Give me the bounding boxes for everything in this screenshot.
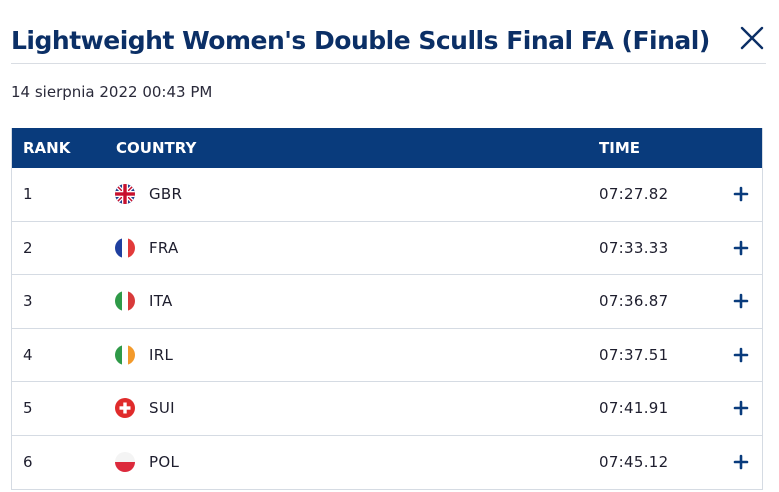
expand-row-button[interactable] (731, 238, 751, 258)
table-row[interactable]: 6 POL 07:45.12 (12, 436, 762, 490)
table-row[interactable]: 1 GBR 07:27.82 (12, 168, 762, 222)
modal-header: Lightweight Women's Double Sculls Final … (11, 22, 766, 64)
table-row[interactable]: 4 IRL 07:37.51 (12, 329, 762, 382)
expand-row-button[interactable] (731, 291, 751, 311)
rank-cell: 2 (23, 238, 33, 257)
gbr-flag-icon (115, 184, 135, 205)
time-cell: 07:41.91 (599, 399, 669, 418)
pol-flag-icon (115, 452, 135, 473)
time-cell: 07:37.51 (599, 345, 669, 364)
close-button[interactable] (738, 24, 766, 52)
rank-cell: 5 (23, 399, 33, 418)
plus-icon (733, 186, 749, 202)
sui-flag-icon (115, 398, 135, 419)
column-header-rank: RANK (23, 139, 71, 157)
country-code: SUI (149, 399, 175, 418)
plus-icon (733, 454, 749, 470)
page-title: Lightweight Women's Double Sculls Final … (11, 26, 710, 55)
table-row[interactable]: 2 FRA 07:33.33 (12, 222, 762, 275)
column-header-country: COUNTRY (116, 139, 197, 157)
country-code: FRA (149, 238, 179, 257)
country-code: POL (149, 453, 180, 472)
table-row[interactable]: 5 SUI 07:41.91 (12, 382, 762, 436)
expand-row-button[interactable] (731, 184, 751, 204)
rank-cell: 4 (23, 345, 33, 364)
column-header-time: TIME (599, 139, 640, 157)
country-code: IRL (149, 345, 174, 364)
plus-icon (733, 400, 749, 416)
results-table: RANK COUNTRY TIME 1 GBR 07:27.82 2 (11, 128, 763, 490)
ita-flag-icon (115, 291, 135, 312)
close-icon (740, 26, 764, 50)
fra-flag-icon (115, 237, 135, 258)
plus-icon (733, 347, 749, 363)
rank-cell: 1 (23, 185, 33, 204)
expand-row-button[interactable] (731, 452, 751, 472)
time-cell: 07:27.82 (599, 185, 669, 204)
time-cell: 07:36.87 (599, 292, 669, 311)
country-code: ITA (149, 292, 173, 311)
plus-icon (733, 293, 749, 309)
expand-row-button[interactable] (731, 345, 751, 365)
event-date: 14 sierpnia 2022 00:43 PM (11, 83, 213, 101)
rank-cell: 3 (23, 292, 33, 311)
table-row[interactable]: 3 ITA 07:36.87 (12, 275, 762, 329)
irl-flag-icon (115, 344, 135, 365)
rank-cell: 6 (23, 453, 33, 472)
time-cell: 07:45.12 (599, 453, 669, 472)
table-header: RANK COUNTRY TIME (12, 128, 762, 168)
country-code: GBR (149, 185, 183, 204)
expand-row-button[interactable] (731, 398, 751, 418)
plus-icon (733, 240, 749, 256)
time-cell: 07:33.33 (599, 238, 669, 257)
